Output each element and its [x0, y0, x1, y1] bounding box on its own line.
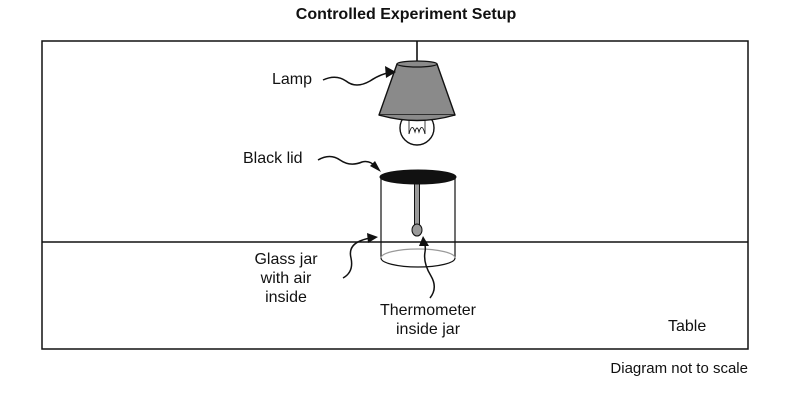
thermometer-label: Thermometer inside jar: [368, 301, 488, 339]
lid-leader-arrow: [317, 155, 381, 172]
lampshade: [378, 60, 456, 122]
scale-note: Diagram not to scale: [610, 360, 748, 377]
lamp-label: Lamp: [272, 71, 313, 88]
lamp-leader-arrow: [322, 66, 396, 86]
glass-jar-label: Glass jar with air inside: [240, 250, 332, 307]
jar-leader-arrow: [342, 233, 378, 279]
diagram-frame: [41, 40, 749, 350]
thermometer-label-line2: inside jar: [395, 321, 461, 338]
diagram-title: Controlled Experiment Setup: [295, 6, 517, 23]
black-lid-label: Black lid: [243, 150, 303, 167]
table-label: Table: [668, 318, 707, 335]
glass-jar-label-line1: Glass jar: [254, 251, 318, 268]
thermometer-leader-arrow: [419, 236, 435, 299]
thermometer: [411, 179, 423, 237]
glass-jar-label-line2: with air: [260, 270, 312, 287]
glass-jar: [380, 178, 456, 268]
black-lid: [379, 169, 457, 185]
thermometer-label-line1: Thermometer: [379, 302, 477, 319]
glass-jar-label-line3: inside: [265, 289, 307, 306]
